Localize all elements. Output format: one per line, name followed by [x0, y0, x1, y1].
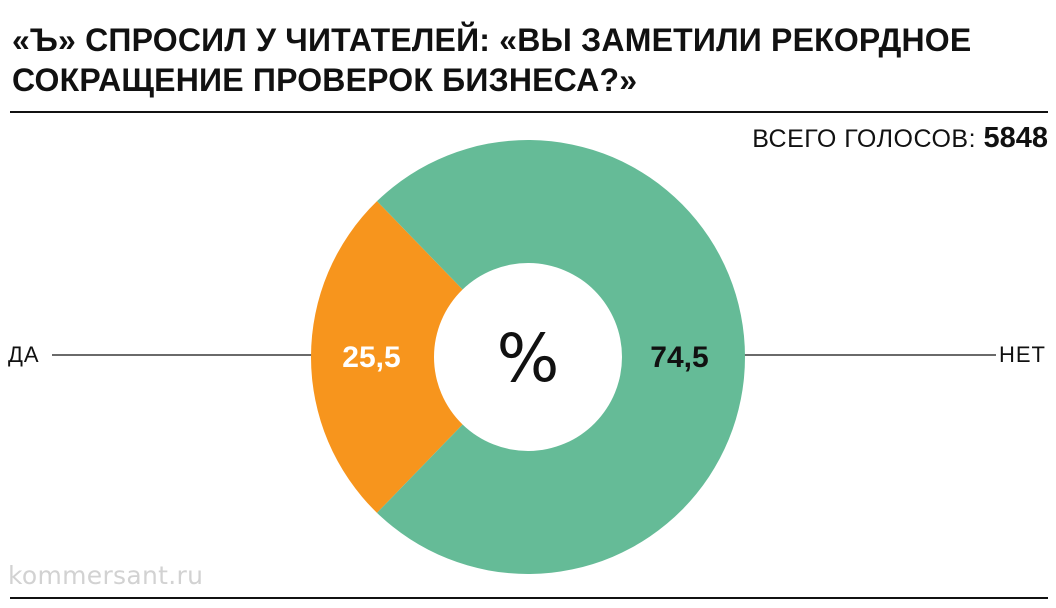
bottom-divider — [10, 597, 1048, 599]
donut-value-labels: 25,5 74,5 — [342, 341, 708, 374]
chart-title-line-2: СОКРАЩЕНИЕ ПРОВЕРОК БИЗНЕСА?» — [12, 62, 638, 98]
donut-value-label-no: 74,5 — [650, 341, 708, 374]
total-votes-value: 5848 — [983, 122, 1048, 154]
chart-title: «Ъ» СПРОСИЛ У ЧИТАТЕЛЕЙ: «ВЫ ЗАМЕТИЛИ РЕ… — [12, 20, 1042, 100]
total-votes-label: ВСЕГО ГОЛОСОВ: — [752, 125, 984, 153]
center-percent-label: % — [497, 320, 560, 397]
donut-value-label-yes: 25,5 — [342, 341, 400, 374]
slice-label-yes: ДА — [8, 342, 40, 367]
chart-title-line-1: «Ъ» СПРОСИЛ У ЧИТАТЕЛЕЙ: «ВЫ ЗАМЕТИЛИ РЕ… — [12, 22, 972, 58]
slice-label-no: НЕТ — [999, 342, 1046, 367]
donut-slices — [311, 140, 746, 574]
total-votes: ВСЕГО ГОЛОСОВ: 5848 — [752, 122, 1048, 155]
top-divider — [10, 111, 1048, 113]
donut-slice-yes — [311, 201, 463, 513]
watermark: kommersant.ru — [8, 561, 204, 590]
donut-slice-no — [376, 140, 746, 574]
